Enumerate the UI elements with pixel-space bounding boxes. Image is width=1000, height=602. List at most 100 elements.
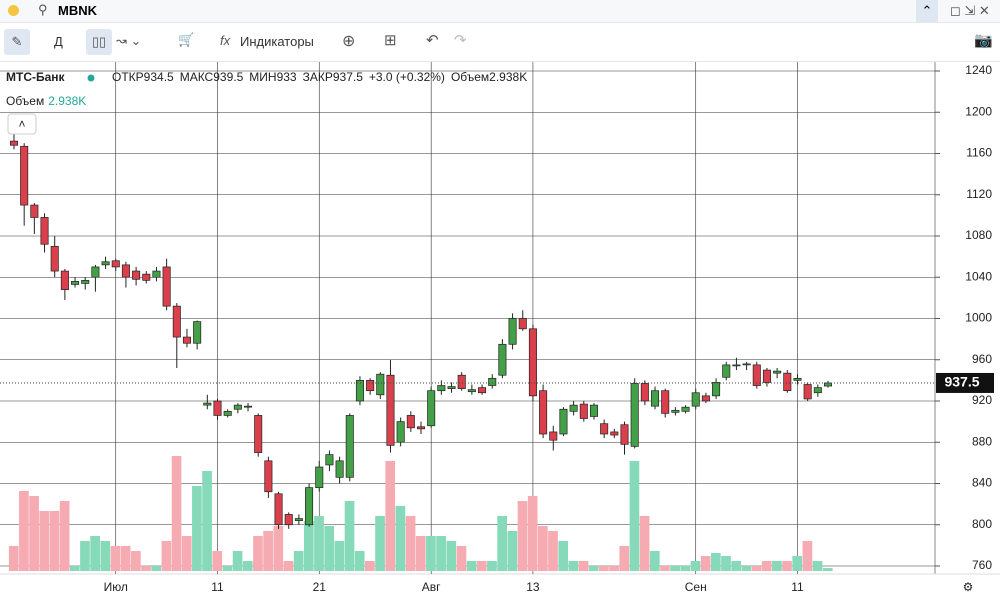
- volume-bar: [222, 566, 233, 571]
- volume-bar: [242, 561, 253, 571]
- volume-bar: [446, 541, 457, 571]
- y-tick-label: 960: [972, 352, 992, 366]
- candle-body: [244, 405, 253, 408]
- volume-bar: [609, 566, 619, 571]
- volume-bar: [263, 531, 273, 571]
- volume-bar: [253, 536, 263, 571]
- x-tick-label: 21: [313, 580, 327, 594]
- candle-body: [335, 460, 344, 478]
- volume-bar: [436, 536, 446, 571]
- candle-body: [132, 270, 141, 280]
- x-tick-label: 11: [791, 580, 804, 594]
- volume-bar: [588, 566, 599, 571]
- instrument-name: МТС-Банк: [6, 70, 66, 84]
- candle-body: [213, 400, 222, 416]
- volume-bar: [548, 531, 558, 571]
- volume-bar: [772, 561, 782, 571]
- indicators[interactable]: Индикаторы: [240, 34, 314, 49]
- volume-bar: [741, 566, 752, 571]
- candle-body: [742, 363, 751, 366]
- redo[interactable]: ↷: [454, 32, 467, 49]
- legend-key: ОТКР: [112, 70, 144, 84]
- volume-bar: [476, 561, 487, 571]
- volume-bar: [629, 461, 640, 571]
- screenshot[interactable]: 📷: [974, 32, 993, 49]
- candle-body: [366, 380, 375, 392]
- candle-body: [722, 364, 731, 378]
- x-tick-label: Авг: [422, 580, 441, 594]
- volume-bar: [690, 561, 701, 571]
- volume-bar: [649, 551, 660, 571]
- volume-bar: [334, 541, 345, 571]
- add[interactable]: ⊕: [342, 33, 356, 50]
- line-type[interactable]: ↝ ⌄: [116, 33, 142, 48]
- cart[interactable]: 🛒: [178, 32, 195, 47]
- layout[interactable]: ⊞: [384, 32, 397, 49]
- collapse[interactable]: ⌃: [916, 0, 938, 22]
- candle-body: [315, 466, 324, 488]
- candle-body: [712, 382, 721, 397]
- period[interactable]: Д: [54, 34, 63, 49]
- window-buttons[interactable]: ◻ ⇲ ✕: [950, 3, 990, 18]
- volume-bar: [59, 501, 70, 571]
- legend-key: ЗАКР: [303, 70, 333, 84]
- candle-body: [345, 415, 354, 478]
- status-dot: [8, 5, 19, 16]
- candle-body: [661, 390, 670, 414]
- legend-value: 2.938K: [489, 70, 527, 84]
- candle-body: [640, 383, 649, 402]
- candle-body: [9, 140, 19, 146]
- volume-bar: [578, 561, 589, 571]
- candle-body: [152, 270, 161, 278]
- y-tick-label: 840: [972, 476, 992, 490]
- volume-bar: [538, 526, 548, 571]
- candle-body: [406, 415, 415, 429]
- volume-bar: [405, 516, 416, 571]
- y-tick-label: 1040: [965, 269, 992, 283]
- volume-bar: [487, 561, 497, 571]
- candle-body: [20, 145, 29, 206]
- legend-key: МАКС: [180, 70, 214, 84]
- toolbar: ✎ Д ▯▯ ↝ ⌄ 🛒 fx Индикаторы ⊕ ⊞ ↶ ↷ 📷: [0, 23, 1000, 62]
- volume-bar: [110, 546, 121, 571]
- volume-bar: [90, 536, 100, 571]
- candle-body: [478, 387, 487, 394]
- collapse-legend[interactable]: [7, 113, 37, 135]
- volume-bar: [517, 501, 528, 571]
- volume-bar: [782, 561, 792, 571]
- candle-body: [467, 389, 476, 393]
- last-price-box: [936, 372, 994, 393]
- volume-bar: [192, 486, 202, 571]
- volume-bar: [710, 553, 721, 571]
- volume-bar: [802, 541, 813, 571]
- candle-body: [355, 380, 364, 402]
- candle-type[interactable]: ▯▯: [86, 29, 112, 55]
- volume-bar: [761, 561, 772, 571]
- candle-body: [498, 343, 507, 376]
- volume-name: Объем: [6, 94, 44, 108]
- candle-body: [182, 336, 191, 344]
- volume-bar: [273, 526, 284, 571]
- y-tick-label: 1160: [966, 146, 992, 160]
- last-price-label: 937.5: [944, 374, 979, 390]
- candle-body: [539, 390, 548, 435]
- candle-body: [518, 318, 527, 330]
- volume-bar: [212, 551, 223, 571]
- candle-body: [81, 279, 90, 284]
- volume-bar: [700, 556, 711, 571]
- candle-body: [50, 245, 59, 272]
- volume-bar: [365, 561, 375, 571]
- candle-body: [701, 395, 710, 402]
- draw-tool[interactable]: ✎: [4, 29, 30, 55]
- volume-bar: [202, 471, 212, 571]
- candle-body: [284, 514, 293, 526]
- candle-body: [488, 377, 497, 386]
- ticker[interactable]: MBNK: [58, 3, 97, 18]
- volume-bar: [29, 496, 39, 571]
- volume-bar: [120, 546, 131, 571]
- volume-bar: [39, 511, 50, 571]
- volume-bar: [670, 566, 680, 571]
- undo[interactable]: ↶: [426, 32, 439, 49]
- candle-body: [274, 493, 283, 526]
